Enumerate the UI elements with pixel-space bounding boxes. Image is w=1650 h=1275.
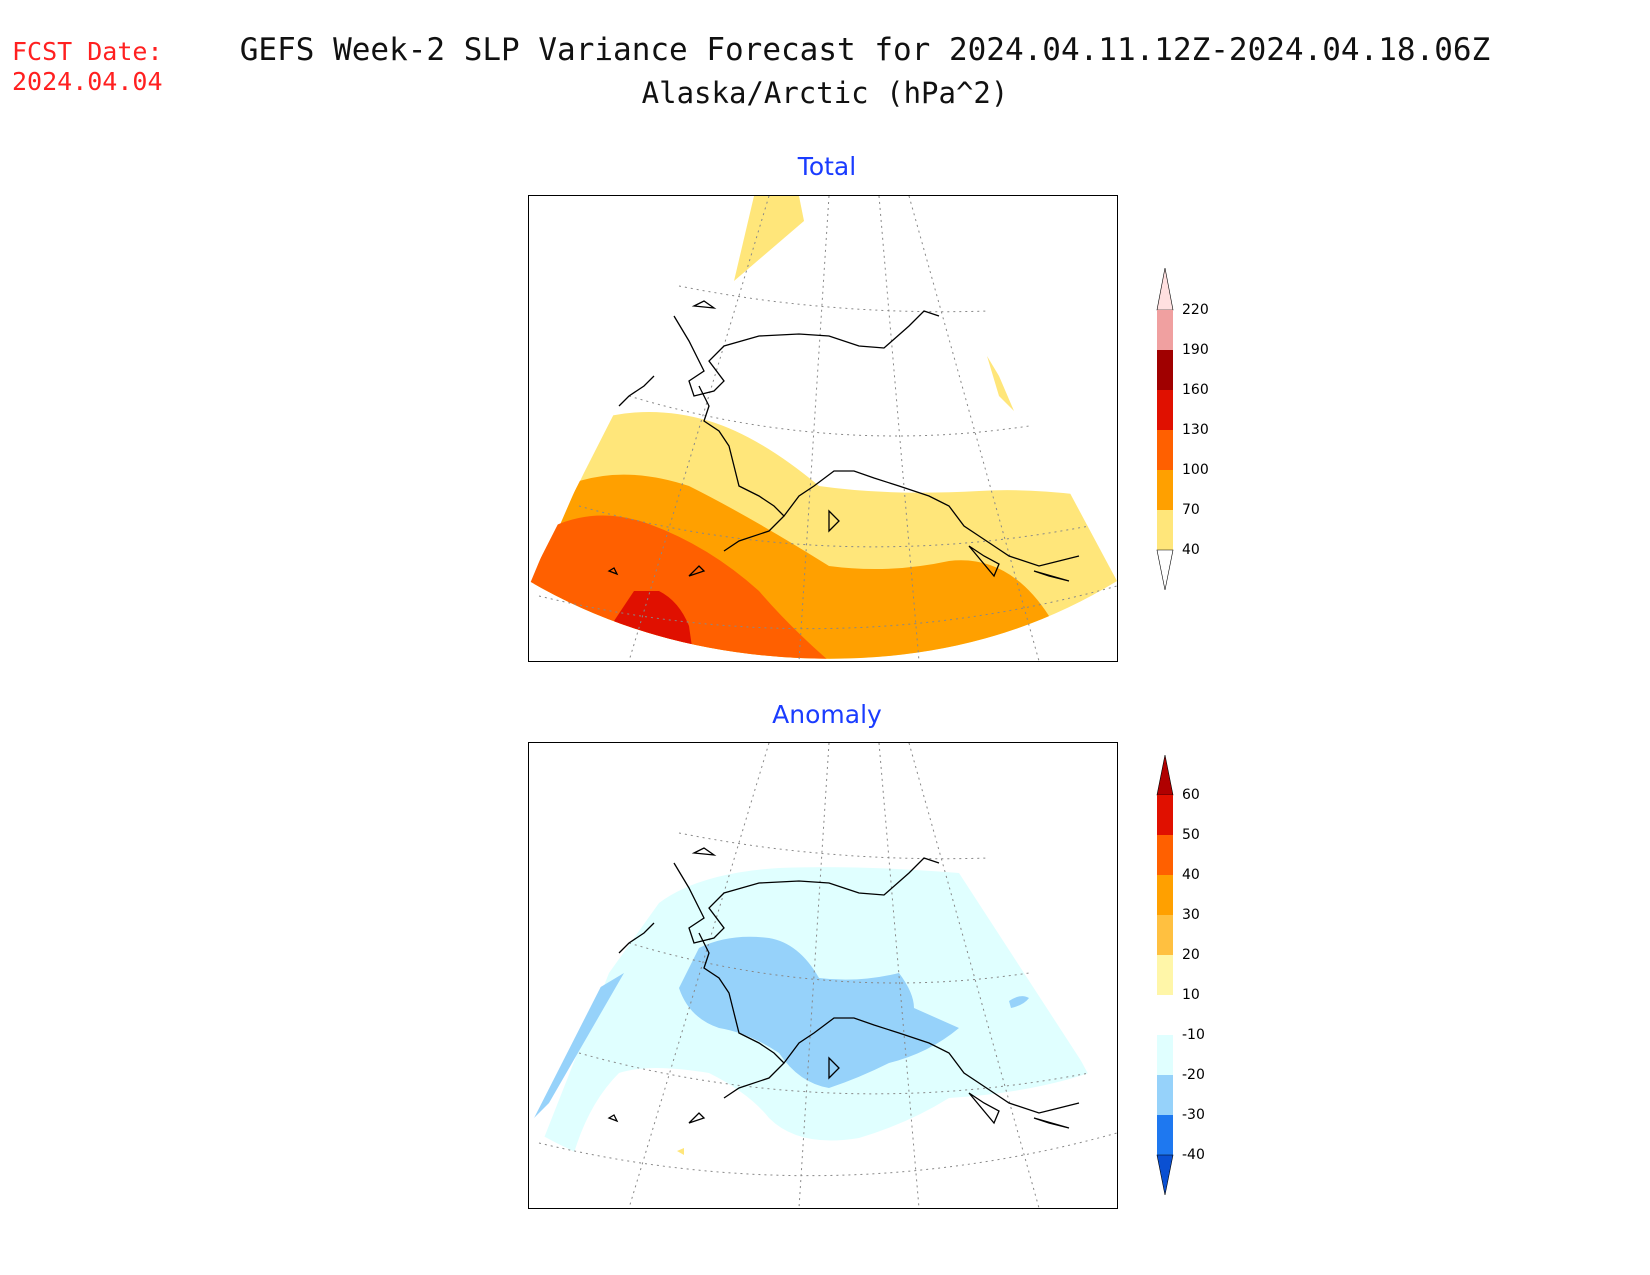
cbar-total-160-190 <box>1157 350 1173 390</box>
cbar-total-190-220 <box>1157 310 1173 350</box>
cbar-anom-neg40-neg30 <box>1157 1115 1173 1155</box>
contour-neg20-neg30-west <box>529 973 624 1123</box>
cbar-anom-20-30 <box>1157 915 1173 955</box>
cbar-total-label: 70 <box>1182 502 1200 518</box>
main-title: GEFS Week-2 SLP Variance Forecast for 20… <box>239 32 1491 68</box>
cbar-anom-label: -20 <box>1182 1067 1205 1083</box>
cbar-anom-label: 40 <box>1182 867 1200 883</box>
coastline-total <box>607 300 1080 582</box>
graticule-anomaly <box>538 743 1117 1208</box>
cbar-total-label: 130 <box>1182 422 1209 438</box>
cbar-total-label: 220 <box>1182 302 1209 318</box>
cbar-anom-10-20 <box>1157 955 1173 995</box>
cbar-total-130-160 <box>1157 390 1173 430</box>
map-anomaly-svg <box>529 743 1117 1208</box>
cbar-total-label: 190 <box>1182 342 1209 358</box>
colorbar-anomaly: 60 50 40 30 20 10 -10 -20 -30 -40 <box>1150 755 1230 1195</box>
cbar-anom-30-40 <box>1157 875 1173 915</box>
contour-patch-top <box>734 196 804 281</box>
contour-pos10-patch <box>677 1148 684 1155</box>
coastline-anomaly <box>607 847 1080 1129</box>
cbar-total-40-70 <box>1157 510 1173 550</box>
contour-neg20-neg30-east <box>1009 996 1029 1008</box>
cbar-total-label: 160 <box>1182 382 1209 398</box>
cbar-anom-neg30-neg20 <box>1157 1075 1173 1115</box>
cbar-total-label: 40 <box>1182 542 1200 558</box>
sub-title: Alaska/Arctic (hPa^2) <box>641 76 1009 110</box>
cbar-anom-label: -30 <box>1182 1107 1205 1123</box>
cbar-anom-label: 50 <box>1182 827 1200 843</box>
cbar-total-70-100 <box>1157 470 1173 510</box>
contour-neg20-neg30-central <box>679 936 959 1088</box>
cbar-anom-label: -40 <box>1182 1147 1205 1163</box>
graticule-total <box>538 196 1117 661</box>
cbar-anom-neg20-neg10 <box>1157 1035 1173 1075</box>
fcst-date-value: 2024.04.04 <box>12 67 163 96</box>
cbar-anom-label: -10 <box>1182 1027 1205 1043</box>
map-total-svg <box>529 196 1117 661</box>
cbar-anom-label: 60 <box>1182 787 1200 803</box>
cbar-total-100-130 <box>1157 430 1173 470</box>
cbar-anom-50-60 <box>1157 795 1173 835</box>
cbar-anom-label: 30 <box>1182 907 1200 923</box>
cbar-anom-40-50 <box>1157 835 1173 875</box>
panel-title-anomaly: Anomaly <box>772 700 882 729</box>
map-total <box>528 195 1118 662</box>
cbar-total-label: 100 <box>1182 462 1209 478</box>
cbar-anom-neg10-10 <box>1157 995 1173 1035</box>
map-anomaly <box>528 742 1118 1209</box>
colorbar-total: 220 190 160 130 100 70 40 <box>1150 268 1230 598</box>
cbar-anom-label: 20 <box>1182 947 1200 963</box>
cbar-anom-label: 10 <box>1182 987 1200 1003</box>
panel-title-total: Total <box>797 152 857 181</box>
fcst-date-label: FCST Date: <box>12 37 163 66</box>
contour-patch-right <box>987 356 1014 411</box>
